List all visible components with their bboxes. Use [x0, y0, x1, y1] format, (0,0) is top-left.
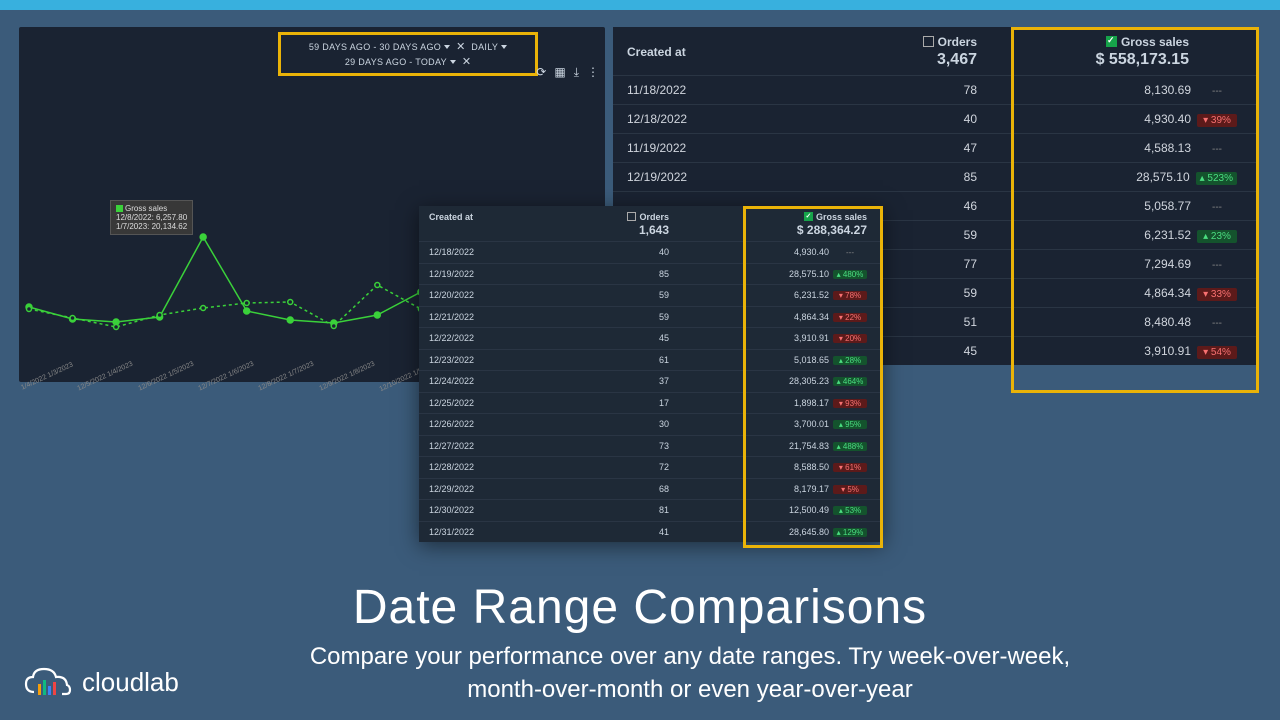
- date-range-2-picker[interactable]: 29 DAYS AGO - TODAY: [345, 57, 456, 67]
- chevron-down-icon: [501, 45, 507, 49]
- header-gross-sales[interactable]: Gross sales $ 288,364.27: [669, 212, 873, 237]
- table-header: Created at Orders 3,467 Gross sales $ 55…: [613, 27, 1259, 75]
- table-row[interactable]: 12/30/20228112,500.49▴ 53%: [419, 499, 883, 521]
- chevron-down-icon: [450, 60, 456, 64]
- table-row[interactable]: 12/29/2022688,179.17▾ 5%: [419, 478, 883, 500]
- table-row[interactable]: 12/21/2022594,864.34▾ 22%: [419, 306, 883, 328]
- table-row[interactable]: 12/18/2022404,930.40---: [419, 241, 883, 263]
- orders-checkbox[interactable]: [923, 36, 934, 47]
- table-row[interactable]: 12/27/20227321,754.83▴ 488%: [419, 435, 883, 457]
- close-range-1-icon[interactable]: ✕: [456, 40, 465, 53]
- headline-subtitle: Compare your performance over any date r…: [0, 641, 1280, 706]
- date-range-1-picker[interactable]: 59 DAYS AGO - 30 DAYS AGO: [309, 42, 450, 52]
- table-row[interactable]: 12/26/2022303,700.01▴ 95%: [419, 413, 883, 435]
- table-row[interactable]: 12/24/20223728,305.23▴ 464%: [419, 370, 883, 392]
- table-row[interactable]: 12/25/2022171,898.17▾ 93%: [419, 392, 883, 414]
- table-row[interactable]: 12/28/2022728,588.50▾ 61%: [419, 456, 883, 478]
- table-row[interactable]: 12/19/20228528,575.10▴ 523%: [613, 162, 1259, 191]
- export-icon[interactable]: ⤓: [574, 65, 579, 80]
- sales-total: $ 558,173.15: [977, 51, 1189, 69]
- close-range-2-icon[interactable]: ✕: [462, 55, 471, 68]
- header-created-at: Created at: [627, 45, 827, 59]
- header-created-at: Created at: [429, 212, 549, 237]
- orders-total: 3,467: [827, 51, 977, 69]
- top-accent-bar: [0, 0, 1280, 10]
- header-orders[interactable]: Orders 1,643: [549, 212, 669, 237]
- headline-block: Date Range Comparisons Compare your perf…: [0, 580, 1280, 706]
- table-row[interactable]: 12/23/2022615,018.65▴ 28%: [419, 349, 883, 371]
- brand-name: cloudlab: [82, 667, 179, 698]
- table-row[interactable]: 12/31/20224128,645.80▴ 129%: [419, 521, 883, 543]
- chart-toolbar: ⟳ ▦ ⤓ ⋮: [536, 65, 599, 80]
- chevron-down-icon: [444, 45, 450, 49]
- grid-icon[interactable]: ▦: [554, 65, 565, 80]
- table-row[interactable]: 12/22/2022453,910.91▾ 20%: [419, 327, 883, 349]
- table-row[interactable]: 12/18/2022404,930.40▾ 39%: [613, 104, 1259, 133]
- header-orders[interactable]: Orders 3,467: [827, 35, 977, 69]
- refresh-icon[interactable]: ⟳: [536, 65, 546, 80]
- table-row[interactable]: 11/18/2022788,130.69---: [613, 75, 1259, 104]
- sales-checkbox[interactable]: [804, 212, 813, 221]
- header-gross-sales[interactable]: Gross sales $ 558,173.15: [977, 35, 1245, 69]
- comparison-table-small: Created at Orders 1,643 Gross sales $ 28…: [419, 206, 883, 542]
- table-header: Created at Orders 1,643 Gross sales $ 28…: [419, 206, 883, 241]
- sales-checkbox[interactable]: [1106, 36, 1117, 47]
- brand-logo: cloudlab: [22, 662, 179, 702]
- headline-title: Date Range Comparisons: [0, 580, 1280, 635]
- table-row[interactable]: 12/19/20228528,575.10▴ 480%: [419, 263, 883, 285]
- table-row[interactable]: 11/19/2022474,588.13---: [613, 133, 1259, 162]
- cloud-icon: [22, 662, 76, 702]
- orders-checkbox[interactable]: [627, 212, 636, 221]
- more-icon[interactable]: ⋮: [587, 65, 599, 80]
- interval-picker[interactable]: DAILY: [471, 42, 507, 52]
- date-range-controls: 59 DAYS AGO - 30 DAYS AGO ✕ DAILY 29 DAY…: [278, 32, 538, 76]
- table-row[interactable]: 12/20/2022596,231.52▾ 78%: [419, 284, 883, 306]
